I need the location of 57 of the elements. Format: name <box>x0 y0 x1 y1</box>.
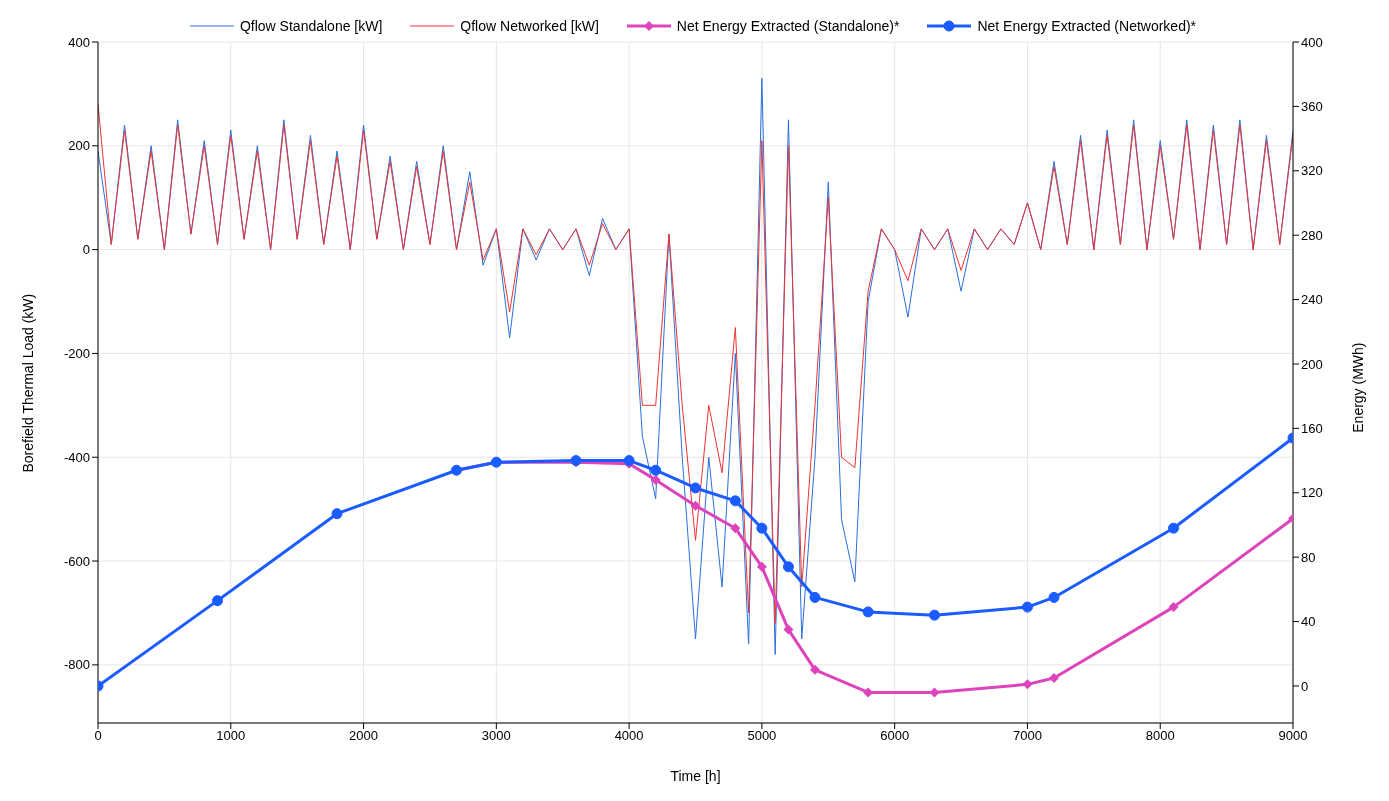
x-tick-label: 6000 <box>880 728 910 744</box>
point <box>1049 672 1059 683</box>
y2-tick-label: 320 <box>1301 163 1323 179</box>
point <box>1021 601 1033 613</box>
point <box>730 523 741 534</box>
y2-tick-label: 40 <box>1301 614 1316 630</box>
legend-label: Qflow Standalone [kW] <box>239 18 383 34</box>
x-tick-label: 4000 <box>614 728 644 744</box>
y-tick-label: -600 <box>63 553 90 569</box>
legend-label: Net Energy Extracted (Standalone)* <box>676 18 900 34</box>
point <box>782 561 794 573</box>
y-tick-label: 200 <box>68 138 90 154</box>
point <box>756 522 768 534</box>
point <box>862 606 874 618</box>
point <box>1168 522 1179 534</box>
y2-tick-label: 160 <box>1301 421 1323 436</box>
y2-tick-label: 80 <box>1301 549 1316 565</box>
x-tick-label: 5000 <box>747 728 777 744</box>
y2-tick-label: 400 <box>1301 34 1323 50</box>
y2-axis-title: Energy (MWh) <box>1349 342 1366 433</box>
point <box>756 561 767 572</box>
point <box>212 595 223 607</box>
y-tick-label: -200 <box>63 346 90 362</box>
point <box>690 482 701 494</box>
x-axis-title: Time [h] <box>670 768 721 784</box>
point <box>809 591 821 603</box>
point <box>650 474 661 485</box>
point <box>1168 602 1179 613</box>
y2-tick-label: 120 <box>1301 485 1323 501</box>
legend-label: Qflow Networked [kW] <box>460 18 599 34</box>
y-tick-label: 0 <box>82 242 90 258</box>
point <box>929 609 940 621</box>
point <box>1048 591 1060 603</box>
point <box>331 508 343 520</box>
x-tick-label: 9000 <box>1278 728 1308 744</box>
x-tick-label: 3000 <box>481 728 511 744</box>
legend-label: Net Energy Extracted (Networked)* <box>977 18 1197 34</box>
point <box>1022 679 1033 690</box>
y2-tick-label: 280 <box>1301 227 1323 243</box>
x-tick-label: 0 <box>94 728 102 744</box>
y2-tick-label: 200 <box>1301 356 1323 372</box>
x-tick-label: 8000 <box>1145 728 1175 744</box>
point <box>690 500 701 511</box>
x-tick-label: 2000 <box>349 728 379 744</box>
y2-tick-label: 360 <box>1301 99 1323 115</box>
y-axis-title: Borefield Thermal Load (kW) <box>19 293 36 473</box>
y-tick-label: -400 <box>63 449 90 465</box>
y-tick-label: 400 <box>68 34 90 50</box>
y2-tick-label: 240 <box>1301 292 1323 308</box>
point <box>810 664 820 675</box>
point <box>729 495 741 507</box>
x-tick-label: 7000 <box>1012 728 1042 744</box>
point <box>650 464 662 476</box>
point <box>783 624 794 635</box>
x-tick-label: 1000 <box>216 728 246 744</box>
y2-tick-label: 0 <box>1301 678 1309 694</box>
y-tick-label: -800 <box>63 657 90 673</box>
